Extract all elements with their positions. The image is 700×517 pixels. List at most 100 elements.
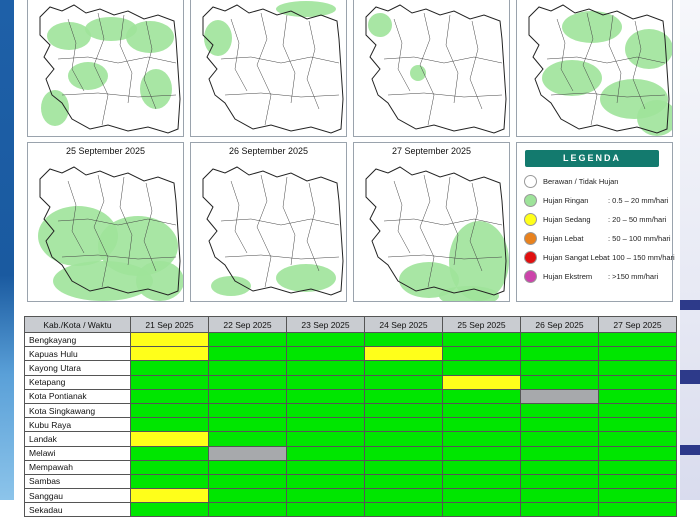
forecast-cell-ringan <box>442 431 521 447</box>
right-accent-bar <box>678 370 700 384</box>
forecast-cell-ringan <box>208 402 287 419</box>
rain-map-4 <box>516 0 673 137</box>
forecast-cell-ringan <box>286 459 365 475</box>
forecast-cell-ringan <box>442 459 521 475</box>
district-border <box>445 176 459 266</box>
forecast-cell-ringan <box>364 374 443 390</box>
district-border <box>306 182 320 272</box>
map-title: 27 September 2025 <box>391 146 472 156</box>
legend-title: LEGENDA <box>525 150 659 167</box>
forecast-cell-ringan <box>130 402 209 419</box>
table-row: Landak <box>24 431 677 447</box>
district-border <box>582 12 598 126</box>
forecast-cell-ringan <box>286 417 365 433</box>
province-outline <box>365 4 507 134</box>
forecast-cell-ringan <box>598 360 677 376</box>
forecast-cell-ringan <box>442 473 521 490</box>
right-decorative-border <box>678 0 700 500</box>
district-border <box>469 182 483 272</box>
district-border <box>57 56 177 64</box>
rain-area <box>68 62 108 90</box>
rain-area <box>625 29 672 69</box>
forecast-cell-ringan <box>364 488 443 504</box>
legend-label: Hujan Sedang <box>543 215 591 224</box>
district-border <box>546 56 666 64</box>
forecast-cell-ringan <box>364 473 443 490</box>
forecast-cell-ringan <box>208 331 287 348</box>
district-border <box>61 254 177 260</box>
legend-label: Hujan Lebat <box>543 234 584 243</box>
forecast-sheet: 25 September 2025 26 September 2025 27 S… <box>22 0 680 517</box>
forecast-cell-ringan <box>286 331 365 348</box>
rain-map-3 <box>353 0 510 137</box>
rain-area <box>276 1 336 17</box>
column-header-date: 26 Sep 2025 <box>520 316 599 333</box>
forecast-cell-ringan <box>130 417 209 433</box>
rain-area <box>85 17 137 41</box>
district-border <box>306 20 320 110</box>
map-graphic <box>365 166 509 301</box>
forecast-cell-ringan <box>598 331 677 348</box>
region-name-cell: Sekadau <box>24 502 131 517</box>
forecast-cell-ringan <box>598 402 677 419</box>
forecast-cell-ringan <box>130 388 209 404</box>
province-outline <box>39 4 181 134</box>
forecast-cell-ringan <box>208 360 287 376</box>
forecast-cell-berawan <box>520 388 599 404</box>
forecast-cell-ringan <box>442 502 521 517</box>
district-border <box>419 12 435 126</box>
district-border <box>445 14 459 104</box>
district-border <box>67 180 85 254</box>
district-border <box>383 56 503 64</box>
region-name-cell: Kubu Raya <box>24 417 131 433</box>
forecast-cell-ringan <box>520 360 599 376</box>
forecast-cell-ringan <box>364 402 443 419</box>
region-name-cell: Ketapang <box>24 374 131 390</box>
district-border <box>469 20 483 110</box>
region-name-cell: Melawi <box>24 445 131 461</box>
forecast-cell-ringan <box>208 388 287 404</box>
forecast-cell-ringan <box>520 374 599 390</box>
district-border <box>632 20 646 110</box>
region-name-cell: Kayong Utara <box>24 360 131 376</box>
rain-area <box>449 221 509 301</box>
district-border <box>220 56 340 64</box>
district-border <box>224 254 340 260</box>
legend-label: Hujan Ekstrem <box>543 272 593 281</box>
forecast-cell-sedang <box>130 331 209 348</box>
forecast-cell-ringan <box>442 360 521 376</box>
table-row: Bengkayang <box>24 331 677 348</box>
rain-area <box>542 60 602 96</box>
circle-orange-icon <box>524 232 537 245</box>
district-border <box>143 20 157 110</box>
district-border <box>393 18 411 92</box>
forecast-cell-ringan <box>598 459 677 475</box>
forecast-cell-sedang <box>130 431 209 447</box>
forecast-cell-ringan <box>442 445 521 461</box>
district-border <box>119 176 133 266</box>
table-row: Sambas <box>24 473 677 490</box>
forecast-cell-sedang <box>364 346 443 362</box>
forecast-cell-ringan <box>598 374 677 390</box>
district-border <box>387 92 503 98</box>
forecast-cell-ringan <box>520 431 599 447</box>
forecast-cell-ringan <box>520 346 599 362</box>
legend-label: Berawan / Tidak Hujan <box>543 177 619 186</box>
forecast-cell-ringan <box>598 488 677 504</box>
forecast-cell-ringan <box>130 374 209 390</box>
forecast-cell-ringan <box>364 360 443 376</box>
district-border <box>93 174 109 288</box>
forecast-cell-ringan <box>208 473 287 490</box>
forecast-cell-ringan <box>520 502 599 517</box>
district-border <box>393 180 411 254</box>
forecast-cell-ringan <box>364 502 443 517</box>
forecast-cell-ringan <box>520 402 599 419</box>
legend-label: Hujan Sangat Lebat <box>543 253 610 262</box>
forecast-cell-ringan <box>286 473 365 490</box>
column-header-date: 22 Sep 2025 <box>208 316 287 333</box>
circle-yellow-icon <box>524 213 537 226</box>
legend-panel <box>516 142 673 302</box>
forecast-cell-ringan <box>598 388 677 404</box>
column-header-date: 25 Sep 2025 <box>442 316 521 333</box>
forecast-cell-ringan <box>286 402 365 419</box>
